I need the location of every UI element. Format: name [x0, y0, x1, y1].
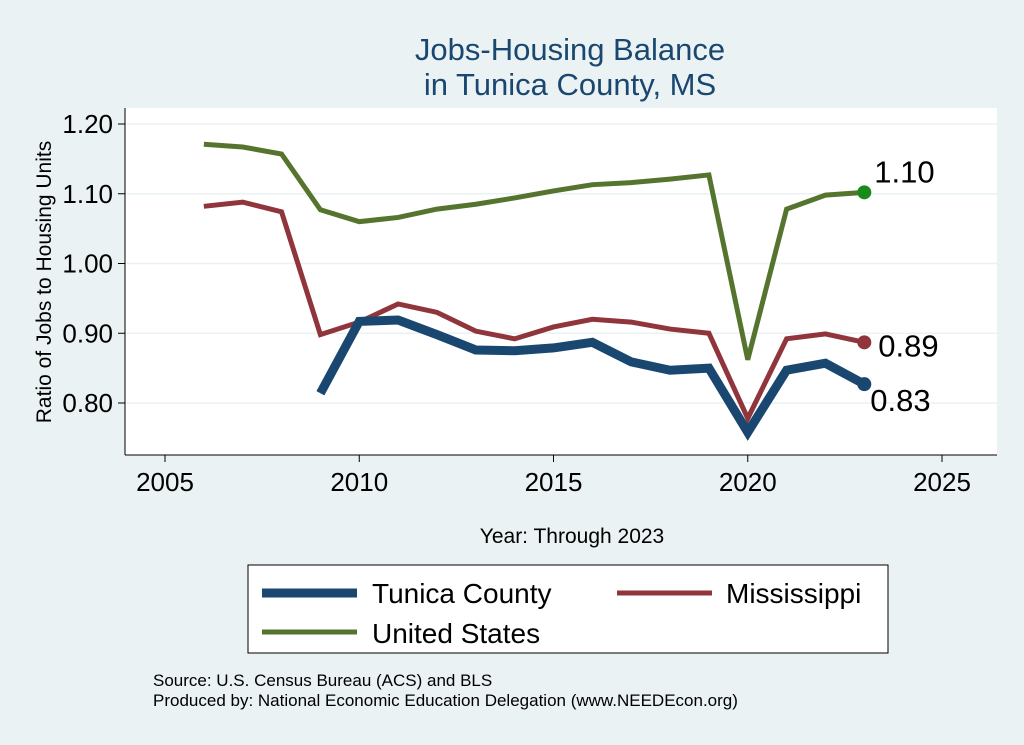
end-label-tunica-county: 0.83 [870, 383, 930, 418]
legend-label-mississippi: Mississippi [726, 578, 861, 609]
end-marker-tunica-county [857, 377, 872, 392]
legend-label-united-states: United States [372, 618, 540, 649]
x-tick-label: 2015 [525, 467, 583, 497]
series-line-united-states [203, 141, 865, 361]
y-tick-label: 0.80 [62, 388, 113, 418]
x-tick-label: 2025 [913, 467, 971, 497]
x-axis: 2005 2010 2015 2020 2025 [125, 454, 997, 497]
end-marker-united-states [857, 185, 872, 200]
plot-area [125, 108, 997, 455]
legend-label-tunica-county: Tunica County [372, 578, 552, 609]
series-line-mississippi [203, 199, 865, 425]
x-tick-label: 2010 [330, 467, 388, 497]
gridlines [125, 123, 997, 404]
source-note: Source: U.S. Census Bureau (ACS) and BLS [153, 671, 492, 690]
y-tick-label: 1.20 [62, 109, 113, 139]
end-marker-mississippi [857, 335, 872, 350]
legend: Tunica County Mississippi United States [247, 564, 889, 654]
chart-title-line-2: in Tunica County, MS [424, 67, 716, 102]
y-tick-label: 1.10 [62, 179, 113, 209]
series-line-tunica-county [316, 315, 867, 441]
y-tick-label: 1.00 [62, 249, 113, 279]
y-axis: 0.80 0.90 1.00 1.10 1.20 [62, 108, 126, 455]
series-lines [203, 141, 867, 441]
end-label-mississippi: 0.89 [878, 328, 938, 363]
x-tick-label: 2005 [136, 467, 194, 497]
end-label-united-states: 1.10 [874, 154, 934, 189]
chart-title-line-1: Jobs-Housing Balance [415, 32, 725, 67]
x-axis-label: Year: Through 2023 [480, 525, 665, 548]
legend-box [247, 564, 889, 654]
end-labels: 1.10 0.89 0.83 [857, 154, 939, 418]
y-tick-label: 0.90 [62, 318, 113, 348]
y-axis-label: Ratio of Jobs to Housing Units [33, 141, 56, 423]
x-tick-label: 2020 [719, 467, 777, 497]
producer-note: Produced by: National Economic Education… [153, 691, 738, 710]
